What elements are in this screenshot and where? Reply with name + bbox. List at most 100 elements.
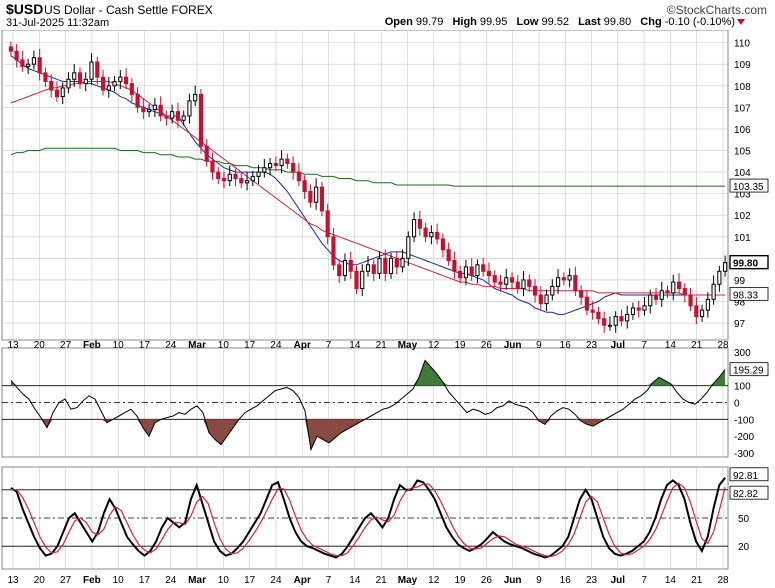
candle-body (250, 175, 255, 182)
candle-body (630, 307, 636, 315)
candle-body (527, 279, 532, 287)
candle-body (152, 104, 157, 111)
candle-body (469, 266, 474, 277)
x-tick-label: 10 (218, 575, 230, 586)
candle-body (602, 318, 607, 326)
y-tick-label: 100 (734, 382, 751, 393)
x-tick-label: 20 (34, 575, 46, 586)
x-tick-label: 24 (270, 575, 282, 586)
candle-body (170, 111, 175, 119)
candle-body (538, 294, 543, 305)
candle-body (14, 50, 19, 61)
x-tick-label: 17 (139, 575, 151, 586)
x-tick-label: Feb (83, 575, 101, 586)
candle-body (446, 249, 451, 261)
chart-area[interactable]: 131320202727FebFeb101017172424MarMar1010… (0, 30, 775, 588)
candle-body (118, 76, 123, 82)
x-tick-label: Mar (188, 340, 206, 351)
candle-body (699, 309, 705, 318)
candle-body (590, 309, 595, 313)
price-tag-label: 103.35 (733, 182, 764, 193)
x-tick-label: 27 (60, 575, 72, 586)
candle-body (37, 57, 42, 74)
candle-body (711, 283, 716, 300)
candle-body (112, 80, 117, 87)
x-tick-label: 7 (641, 575, 647, 586)
open-label: Open (384, 16, 413, 28)
candle-body (567, 275, 572, 281)
price-tag: 99.80 (729, 254, 769, 270)
candle-body (26, 63, 31, 67)
candle-body (521, 279, 526, 290)
stoch-tag-label: 82.82 (733, 489, 758, 500)
y-tick-label: 50 (738, 514, 750, 525)
candle-body (607, 324, 613, 327)
x-tick-label: Mar (188, 575, 206, 586)
candle-body (561, 277, 566, 281)
y-tick-label: 110 (734, 39, 750, 50)
candle-body (337, 264, 342, 277)
candle-body (676, 281, 682, 290)
price-tag-label: 98.33 (733, 290, 758, 301)
candle-body (129, 83, 134, 95)
candle-body (694, 305, 699, 318)
candle-body (544, 294, 549, 305)
x-tick-label: 7 (326, 340, 332, 351)
candle-body (331, 236, 336, 266)
candle-body (723, 262, 728, 272)
x-tick-label: Jun (504, 340, 522, 351)
moving-average-line (10, 147, 726, 187)
candle-body (659, 290, 664, 300)
x-tick-label: 10 (218, 340, 230, 351)
brand-logo[interactable]: ©StockCharts.com (666, 3, 767, 17)
x-tick-label: 26 (481, 340, 493, 351)
x-tick-label: 21 (376, 340, 388, 351)
x-tick-label: 16 (560, 575, 572, 586)
candle-body (625, 313, 630, 322)
last-label: Last (578, 16, 601, 28)
candle-body (458, 270, 463, 279)
quote-summary: Open 99.79 High 99.95 Low 99.52 Last 99.80 C… (379, 16, 735, 28)
candle-body (273, 162, 278, 167)
x-tick-label: 21 (691, 575, 703, 586)
candle-body (221, 178, 227, 182)
candle-body (342, 260, 348, 277)
candle-body (256, 171, 261, 177)
x-tick-label: 27 (60, 340, 72, 351)
price-tag-box (729, 254, 769, 270)
y-tick-label: 97 (734, 319, 746, 330)
candle-body (435, 231, 440, 240)
candle-body (653, 294, 659, 300)
x-tick-label: 17 (244, 575, 256, 586)
candle-body (60, 87, 65, 98)
candle-body (319, 186, 325, 212)
x-tick-label: 10 (113, 340, 125, 351)
down-triangle-icon (737, 19, 745, 25)
candle-body (596, 311, 601, 320)
candle-body (492, 275, 497, 283)
candle-body (20, 59, 25, 67)
candle-body (95, 61, 100, 78)
candle-body (302, 180, 307, 192)
candle-body (106, 85, 111, 91)
candle-body (198, 93, 204, 147)
cci-tag-label: 195.29 (733, 366, 764, 377)
x-tick-label: 9 (536, 575, 542, 586)
x-tick-label: 13 (7, 340, 19, 351)
y-tick-label: 104 (734, 168, 751, 179)
x-tick-label: 21 (376, 575, 388, 586)
candle-body (164, 115, 169, 119)
x-tick-label: 14 (665, 340, 677, 351)
candle-body (54, 89, 60, 98)
x-tick-label: May (398, 340, 418, 351)
candle-body (717, 270, 722, 285)
candle-body (705, 298, 710, 311)
y-tick-label: 103 (734, 190, 751, 201)
candle-body (175, 111, 181, 121)
y-tick-label: 102 (734, 211, 751, 222)
candle-body (509, 277, 515, 283)
y-tick-label: 108 (734, 82, 751, 93)
stoch-tag-box (729, 485, 769, 500)
candle-body (481, 264, 486, 272)
candle-body (123, 76, 129, 85)
